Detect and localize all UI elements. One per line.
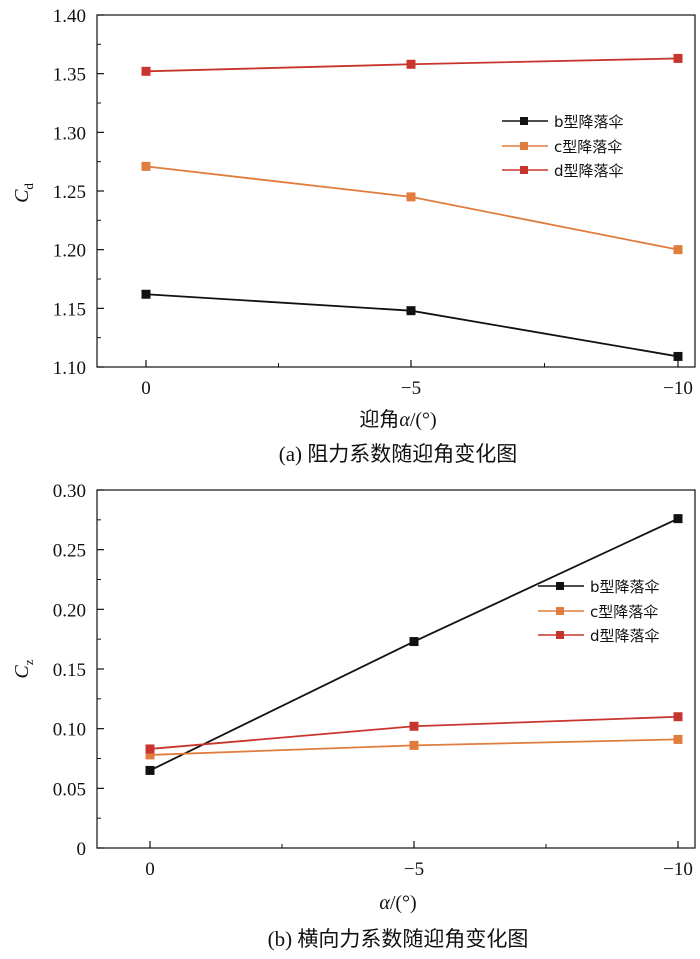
chart-a-y-tick-label: 1.40 [53,6,86,27]
chart-a-point-c [141,161,151,171]
chart-b-legend-item-c: c型降落伞 [538,603,658,621]
chart-b-legend-item-b: b型降落伞 [538,578,660,596]
chart-a-y-tick-label: 1.10 [53,358,86,379]
chart-b-y-tick-label: 0.10 [53,720,86,741]
chart-b-x-ticks: 0 −5 −10 [145,841,693,880]
chart-b-point-b [145,765,155,775]
chart-b-plot-frame [96,489,696,849]
chart-a-point-b [673,351,683,361]
chart-a-y-tick-label: 1.30 [53,123,86,144]
chart-a-caption: (a) 阻力系数随迎角变化图 [279,442,518,466]
chart-a-y-axis-title: Cd [11,183,36,203]
chart-a-plot-frame [96,14,696,368]
chart-b-y-tick-label: 0.05 [53,779,86,800]
chart-b-caption: (b) 横向力系数随迎角变化图 [268,927,529,951]
chart-a-point-c [406,192,416,202]
chart-b-legend-label-b: b型降落伞 [590,578,660,596]
chart-a-point-d [406,59,416,69]
chart-b-series [145,514,683,775]
chart-a-y-tick-label: 1.25 [53,182,86,203]
chart-a-legend-marker-d [520,166,528,174]
chart-b-lateral-force-coefficient: 0 0.05 0.10 0.15 0.20 0.25 0.30 0 −5 −10 Cz α/(°… [11,481,696,951]
chart-a-legend-marker-b [520,117,528,125]
chart-a-series [141,53,683,361]
chart-a-point-b [406,306,416,316]
chart-a-y-tick-label: 1.35 [53,65,86,86]
chart-b-point-b [673,514,683,524]
chart-a-y-ticks: 1.10 1.15 1.20 1.25 1.30 1.35 1.40 [53,6,104,379]
chart-a-y-tick-label: 1.15 [53,299,86,320]
chart-a-legend-label-c: c型降落伞 [554,138,622,156]
chart-b-y-tick-label: 0.15 [53,660,86,681]
chart-b-y-tick-label: 0 [77,839,87,860]
chart-a-x-tick-label: 0 [141,378,151,399]
chart-a-legend-item-b: b型降落伞 [502,113,624,131]
chart-b-legend-marker-c [556,607,564,615]
chart-b-y-tick-label: 0.30 [53,481,86,502]
chart-b-point-d [409,721,419,731]
chart-b-point-d [673,712,683,722]
chart-a-x-tick-label: −10 [663,378,693,399]
chart-b-x-tick-label: −5 [404,859,424,880]
chart-b-x-tick-label: 0 [145,859,155,880]
chart-a-point-d [673,53,683,63]
chart-b-legend-marker-b [556,582,564,590]
chart-b-y-axis-title: Cz [11,659,36,678]
chart-a-x-axis-title: 迎角α/(°) [359,408,436,431]
chart-a-x-tick-label: −5 [401,378,421,399]
chart-b-legend-label-d: d型降落伞 [590,627,660,645]
chart-b-y-ticks: 0 0.05 0.10 0.15 0.20 0.25 0.30 [53,481,104,860]
chart-b-point-c [409,740,419,750]
chart-b-x-axis-title: α/(°) [379,892,416,914]
chart-a-point-b [141,289,151,299]
chart-b-legend: b型降落伞 c型降落伞 d型降落伞 [538,578,660,645]
chart-b-point-c [145,750,155,760]
chart-a-drag-coefficient: 1.10 1.15 1.20 1.25 1.30 1.35 1.40 0 −5 −10 Cd 迎… [11,6,696,466]
chart-a-legend-item-c: c型降落伞 [502,138,622,156]
chart-a-x-ticks: 0 −5 −10 [141,360,693,399]
chart-a-point-d [141,66,151,76]
chart-a-legend-marker-c [520,142,528,150]
chart-b-point-c [673,734,683,744]
chart-b-x-tick-label: −10 [663,859,693,880]
chart-b-y-tick-label: 0.25 [53,541,86,562]
chart-b-legend-label-c: c型降落伞 [590,603,658,621]
chart-b-legend-marker-d [556,631,564,639]
chart-b-y-tick-label: 0.20 [53,600,86,621]
chart-a-series-line-b [145,293,679,358]
chart-a-legend-label-b: b型降落伞 [554,113,624,131]
chart-b-point-b [409,637,419,647]
chart-a-y-tick-label: 1.20 [53,241,86,262]
chart-a-point-c [673,245,683,255]
chart-a-legend: b型降落伞 c型降落伞 d型降落伞 [502,113,624,180]
chart-b-point-d [145,744,155,754]
chart-a-legend-label-d: d型降落伞 [554,162,624,180]
chart-a-legend-item-d: d型降落伞 [502,162,624,180]
chart-b-legend-item-d: d型降落伞 [538,627,660,645]
